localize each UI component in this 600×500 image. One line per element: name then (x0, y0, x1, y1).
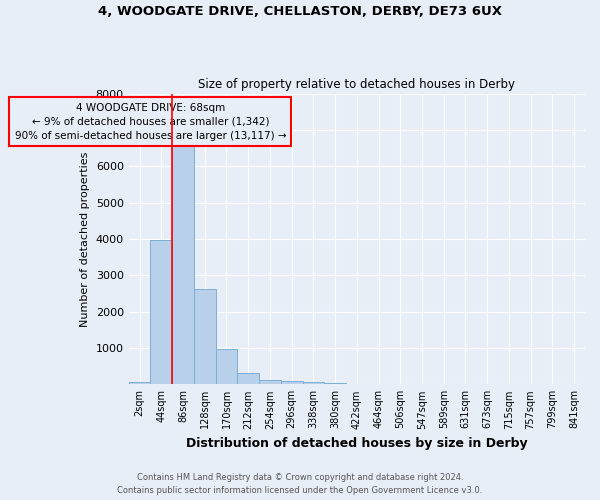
Bar (172, 145, 194, 384)
Bar (302, 382, 324, 384)
Bar (324, 383, 346, 384)
Bar (128, 382, 151, 384)
Text: 4, WOODGATE DRIVE, CHELLASTON, DERBY, DE73 6UX: 4, WOODGATE DRIVE, CHELLASTON, DERBY, DE… (98, 5, 502, 18)
X-axis label: Distribution of detached houses by size in Derby: Distribution of detached houses by size … (186, 437, 527, 450)
Bar (151, 240, 172, 384)
Text: 4 WOODGATE DRIVE: 68sqm
← 9% of detached houses are smaller (1,342)
90% of semi-: 4 WOODGATE DRIVE: 68sqm ← 9% of detached… (14, 102, 286, 141)
Bar (281, 380, 302, 384)
Bar (215, 350, 238, 384)
Bar (259, 380, 281, 384)
Title: Size of property relative to detached houses in Derby: Size of property relative to detached ho… (199, 78, 515, 91)
Bar (238, 373, 259, 384)
Text: Contains HM Land Registry data © Crown copyright and database right 2024.
Contai: Contains HM Land Registry data © Crown c… (118, 473, 482, 495)
Bar (194, 289, 215, 384)
Y-axis label: Number of detached properties: Number of detached properties (80, 151, 90, 326)
